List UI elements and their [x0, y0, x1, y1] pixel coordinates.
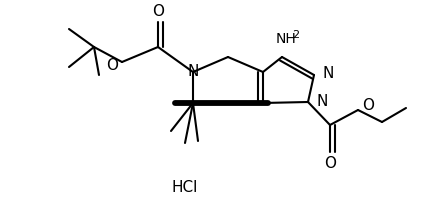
Text: NH: NH — [276, 32, 297, 46]
Text: N: N — [317, 95, 328, 109]
Text: HCl: HCl — [172, 180, 198, 196]
Text: 2: 2 — [292, 30, 299, 40]
Text: O: O — [324, 157, 336, 171]
Text: N: N — [323, 66, 334, 81]
Text: O: O — [152, 4, 164, 20]
Text: O: O — [106, 58, 118, 72]
Text: O: O — [362, 98, 374, 112]
Text: N: N — [187, 65, 199, 79]
